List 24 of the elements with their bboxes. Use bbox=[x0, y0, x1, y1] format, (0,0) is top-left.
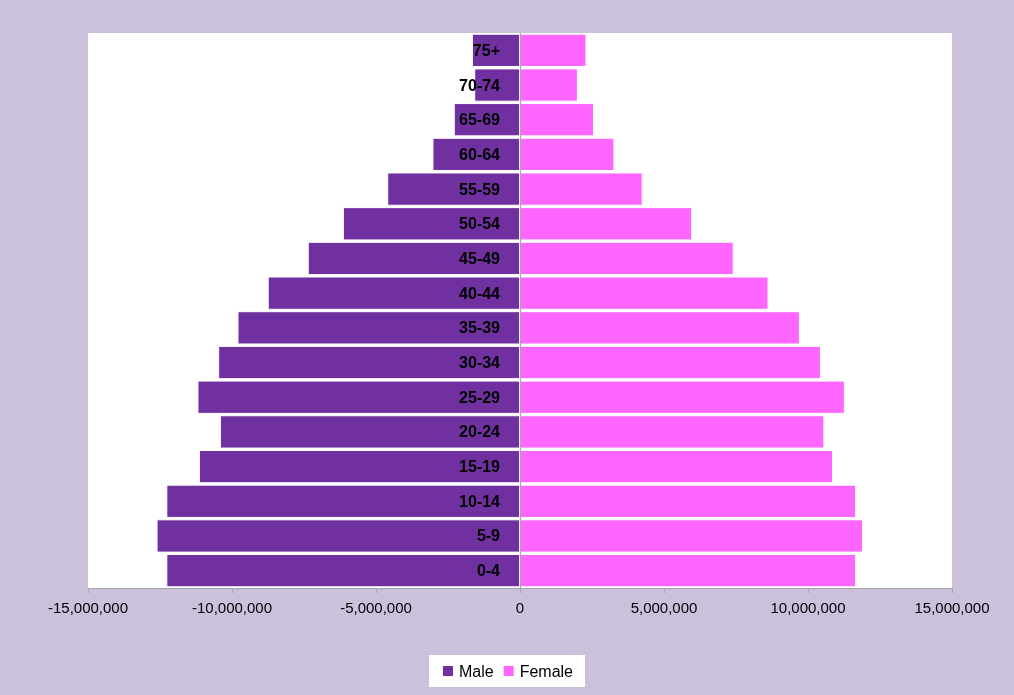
y-tick-label: 0-4 bbox=[476, 562, 501, 580]
y-tick-label: 50-54 bbox=[459, 215, 501, 233]
y-tick-label: 75+ bbox=[472, 41, 500, 59]
x-tick-label: 10,000,000 bbox=[770, 599, 846, 616]
x-tick-label: -10,000,000 bbox=[191, 599, 273, 616]
legend-label: Female bbox=[519, 662, 574, 680]
y-tick-label: 15-19 bbox=[459, 458, 501, 476]
y-tick-label: 45-49 bbox=[459, 249, 501, 267]
y-tick-label: 55-59 bbox=[459, 180, 501, 198]
y-tick-label: 25-29 bbox=[459, 388, 501, 406]
y-tick-label: 5-9 bbox=[476, 527, 501, 545]
x-tick-label: 15,000,000 bbox=[914, 599, 990, 616]
y-tick-label: 20-24 bbox=[459, 423, 501, 441]
legend-label: Male bbox=[458, 662, 494, 680]
x-tick-label: -5,000,000 bbox=[340, 599, 412, 616]
x-tick-label: 0 bbox=[515, 599, 525, 616]
y-tick-label: 60-64 bbox=[459, 145, 501, 163]
y-tick-label: 40-44 bbox=[459, 284, 501, 302]
y-tick-label: 35-39 bbox=[459, 319, 501, 337]
y-tick-label: 65-69 bbox=[459, 111, 501, 129]
y-tick-label: 30-34 bbox=[459, 354, 501, 372]
x-tick-label: -15,000,000 bbox=[47, 599, 129, 616]
x-tick-label: 5,000,000 bbox=[630, 599, 698, 616]
y-tick-label: 10-14 bbox=[459, 492, 501, 510]
